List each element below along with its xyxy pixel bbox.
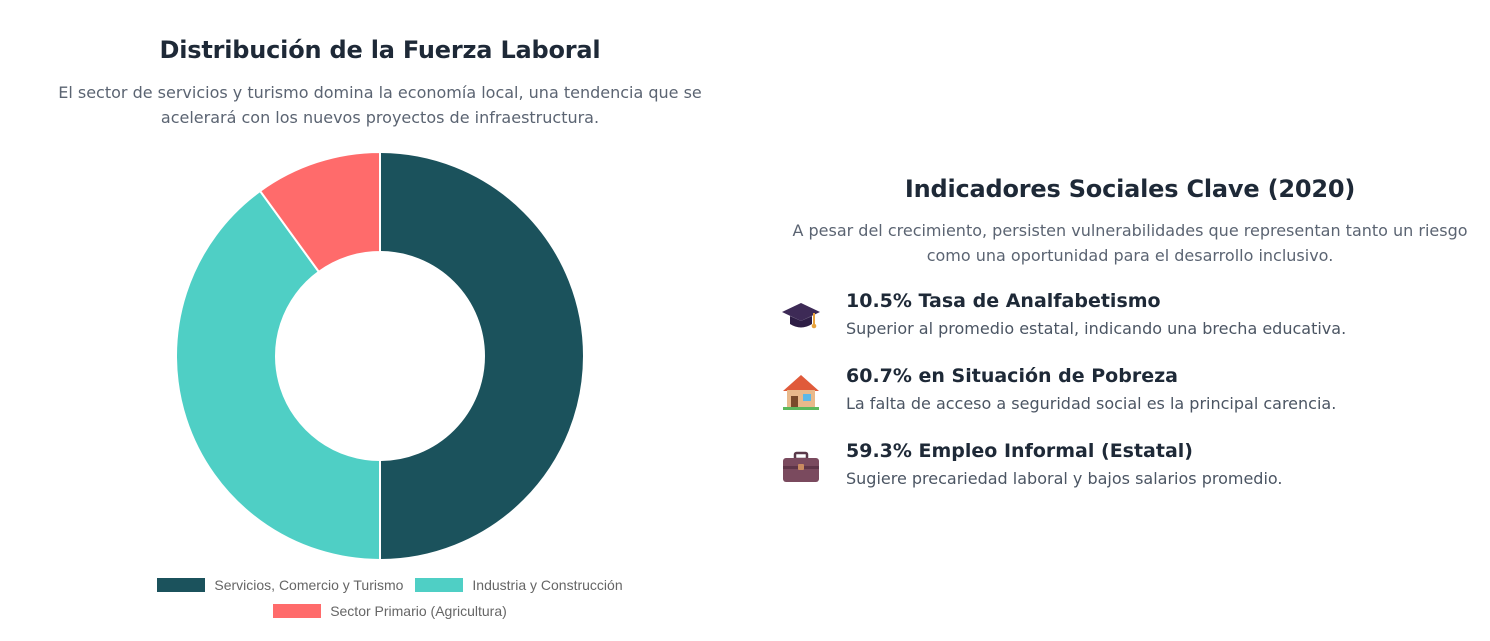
indicator-informal-employment: 59.3% Empleo Informal (Estatal) Sugiere … [780,440,1480,502]
legend-swatch-industry [415,578,464,592]
workforce-subtitle-line-1: El sector de servicios y turismo domina … [58,83,702,102]
legend-row-1: Servicios, Comercio y Turismo Industria … [20,572,760,598]
social-title: Indicadores Sociales Clave (2020) [904,175,1356,203]
legend-label-services: Servicios, Comercio y Turismo [214,577,404,593]
workforce-subtitle-line-2: acelerará con los nuevos proyectos de in… [160,108,600,127]
indicator-poverty: 60.7% en Situación de Pobreza La falta d… [780,365,1480,427]
legend-swatch-services [157,578,206,592]
indicator-description: Superior al promedio estatal, indicando … [846,319,1347,338]
graduation-cap-icon [780,296,822,338]
briefcase-icon [780,446,822,488]
slice-primary[interactable] [258,150,381,274]
legend-item-services[interactable]: Servicios, Comercio y Turismo [157,577,403,593]
legend-item-industry[interactable]: Industria y Construcción [415,577,623,593]
social-subtitle-line-2: como una oportunidad para el desarrollo … [926,246,1334,265]
legend-item-primary[interactable]: Sector Primario (Agricultura) [273,603,507,619]
workforce-subtitle: El sector de servicios y turismo domina … [30,80,730,130]
house-icon [780,371,822,413]
workforce-title: Distribución de la Fuerza Laboral [159,36,601,64]
indicator-description: La falta de acceso a seguridad social es… [846,394,1337,413]
indicator-title: 60.7% en Situación de Pobreza [846,365,1178,387]
legend-label-primary: Sector Primario (Agricultura) [330,603,507,619]
chart-legend: Servicios, Comercio y Turismo Industria … [0,572,760,624]
workforce-donut-chart[interactable] [170,146,590,566]
indicator-title: 10.5% Tasa de Analfabetismo [846,290,1161,312]
workforce-section: Distribución de la Fuerza Laboral El sec… [0,36,760,624]
indicator-title: 59.3% Empleo Informal (Estatal) [846,440,1193,462]
legend-label-industry: Industria y Construcción [472,577,623,593]
slice-industry[interactable] [175,189,381,562]
indicator-illiteracy: 10.5% Tasa de Analfabetismo Superior al … [780,290,1480,352]
slice-services[interactable] [379,150,585,562]
social-subtitle-line-1: A pesar del crecimiento, persisten vulne… [792,221,1468,240]
social-subtitle: A pesar del crecimiento, persisten vulne… [770,218,1490,268]
legend-row-2: Sector Primario (Agricultura) [20,598,760,624]
legend-swatch-primary [273,604,322,618]
indicator-description: Sugiere precariedad laboral y bajos sala… [846,469,1283,488]
social-indicators-section: Indicadores Sociales Clave (2020) A pesa… [760,0,1490,641]
